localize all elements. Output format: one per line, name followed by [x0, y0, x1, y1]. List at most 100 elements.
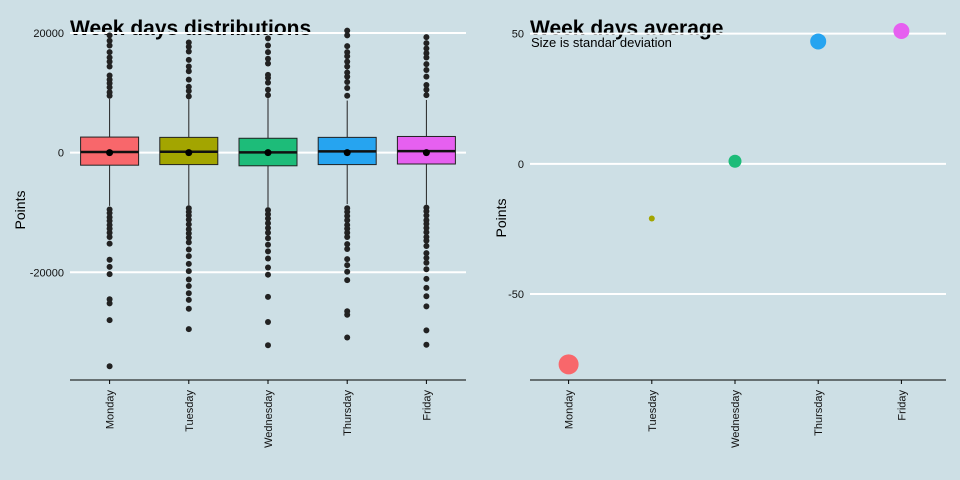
outlier-wednesday [265, 241, 271, 248]
outlier-monday [106, 84, 113, 91]
outlier-thursday [344, 233, 351, 240]
outlier-friday [423, 327, 430, 334]
outlier-wednesday [265, 86, 271, 93]
outlier-tuesday [185, 63, 192, 70]
outlier-tuesday [185, 56, 192, 63]
mean-point-friday [422, 149, 430, 157]
outlier-wednesday [265, 220, 271, 227]
outlier-monday [106, 233, 113, 240]
outlier-wednesday [265, 92, 271, 99]
point-tuesday [648, 215, 655, 222]
outlier-friday [423, 275, 430, 282]
outlier-monday [106, 300, 113, 307]
mean-point-thursday [343, 149, 351, 157]
outlier-thursday [344, 268, 351, 275]
outlier-tuesday [185, 93, 192, 100]
outlier-thursday [344, 334, 351, 341]
outlier-wednesday [265, 271, 271, 278]
outlier-thursday [344, 277, 351, 284]
outlier-thursday [344, 85, 351, 92]
point-friday [893, 23, 910, 40]
outlier-friday [423, 50, 430, 57]
outlier-tuesday [185, 87, 192, 94]
outlier-monday [106, 32, 113, 39]
outlier-tuesday [185, 260, 192, 267]
outlier-monday [106, 63, 113, 70]
outlier-thursday [344, 58, 351, 65]
boxplot-chart: Week days distributions 20000 0 -20000 Mon… [12, 17, 466, 448]
scatter-chart: Week days average Size is standar deviat… [493, 17, 946, 448]
right-y-tick-label: 50 [512, 29, 524, 41]
outlier-monday [106, 240, 113, 247]
outlier-wednesday [265, 235, 271, 242]
outlier-friday [423, 254, 430, 261]
outlier-tuesday [185, 216, 192, 223]
outlier-wednesday [265, 255, 271, 262]
outlier-wednesday [265, 293, 271, 300]
outlier-wednesday [265, 49, 271, 56]
outlier-friday [423, 242, 430, 249]
outlier-thursday [344, 208, 351, 215]
outlier-friday [423, 45, 430, 52]
outlier-tuesday [185, 226, 192, 233]
right-chart-subtitle: Size is standar deviation [531, 35, 672, 50]
point-monday [558, 354, 579, 375]
outlier-friday [423, 212, 430, 219]
outlier-monday [106, 256, 113, 263]
outlier-friday [423, 92, 430, 99]
point-thursday [810, 33, 827, 50]
outlier-friday [423, 73, 430, 80]
outlier-tuesday [185, 76, 192, 83]
outlier-thursday [344, 262, 351, 269]
outlier-monday [106, 317, 113, 324]
outlier-friday [423, 250, 430, 257]
outlier-thursday [344, 245, 351, 252]
outlier-friday [423, 82, 430, 89]
outlier-monday [106, 217, 113, 224]
outlier-tuesday [185, 326, 192, 333]
outlier-tuesday [185, 290, 192, 297]
right-x-tick-label-thursday: Thursday [813, 390, 825, 436]
outlier-wednesday [265, 35, 271, 42]
left-boxes [80, 27, 456, 370]
outlier-friday [423, 208, 430, 215]
right-x-tick-label-wednesday: Wednesday [730, 390, 742, 448]
outlier-friday [423, 61, 430, 68]
outlier-friday [423, 237, 430, 244]
outlier-friday [423, 341, 430, 348]
right-y-tick-label: -50 [508, 289, 524, 301]
outlier-tuesday [185, 268, 192, 275]
left-y-tick-label: 20000 [33, 28, 64, 40]
outlier-friday [423, 220, 430, 227]
right-x-tick-label-tuesday: Tuesday [647, 390, 659, 432]
right-x-ticks: Monday Tuesday Wednesday Thursday Friday [564, 380, 908, 448]
outlier-wednesday [265, 229, 271, 236]
right-points [558, 23, 910, 375]
outlier-friday [423, 259, 430, 266]
outlier-tuesday [185, 305, 192, 312]
outlier-friday [423, 34, 430, 41]
outlier-tuesday [185, 43, 192, 50]
outlier-thursday [344, 73, 351, 80]
outlier-friday [423, 229, 430, 236]
outlier-friday [423, 40, 430, 47]
outlier-friday [423, 303, 430, 310]
outlier-friday [423, 266, 430, 273]
outlier-friday [423, 284, 430, 291]
outlier-thursday [344, 79, 351, 86]
outlier-tuesday [185, 230, 192, 237]
outlier-thursday [344, 225, 351, 232]
right-x-tick-label-monday: Monday [564, 390, 576, 430]
outlier-monday [106, 271, 113, 278]
outlier-friday [423, 86, 430, 93]
outlier-monday [106, 42, 113, 49]
outlier-wednesday [265, 215, 271, 222]
outlier-wednesday [265, 342, 271, 349]
outlier-tuesday [185, 212, 192, 219]
outlier-tuesday [185, 283, 192, 290]
outlier-wednesday [265, 248, 271, 255]
outlier-monday [106, 58, 113, 65]
outlier-monday [106, 54, 113, 61]
right-y-ticks: 50 0 -50 [508, 29, 524, 301]
